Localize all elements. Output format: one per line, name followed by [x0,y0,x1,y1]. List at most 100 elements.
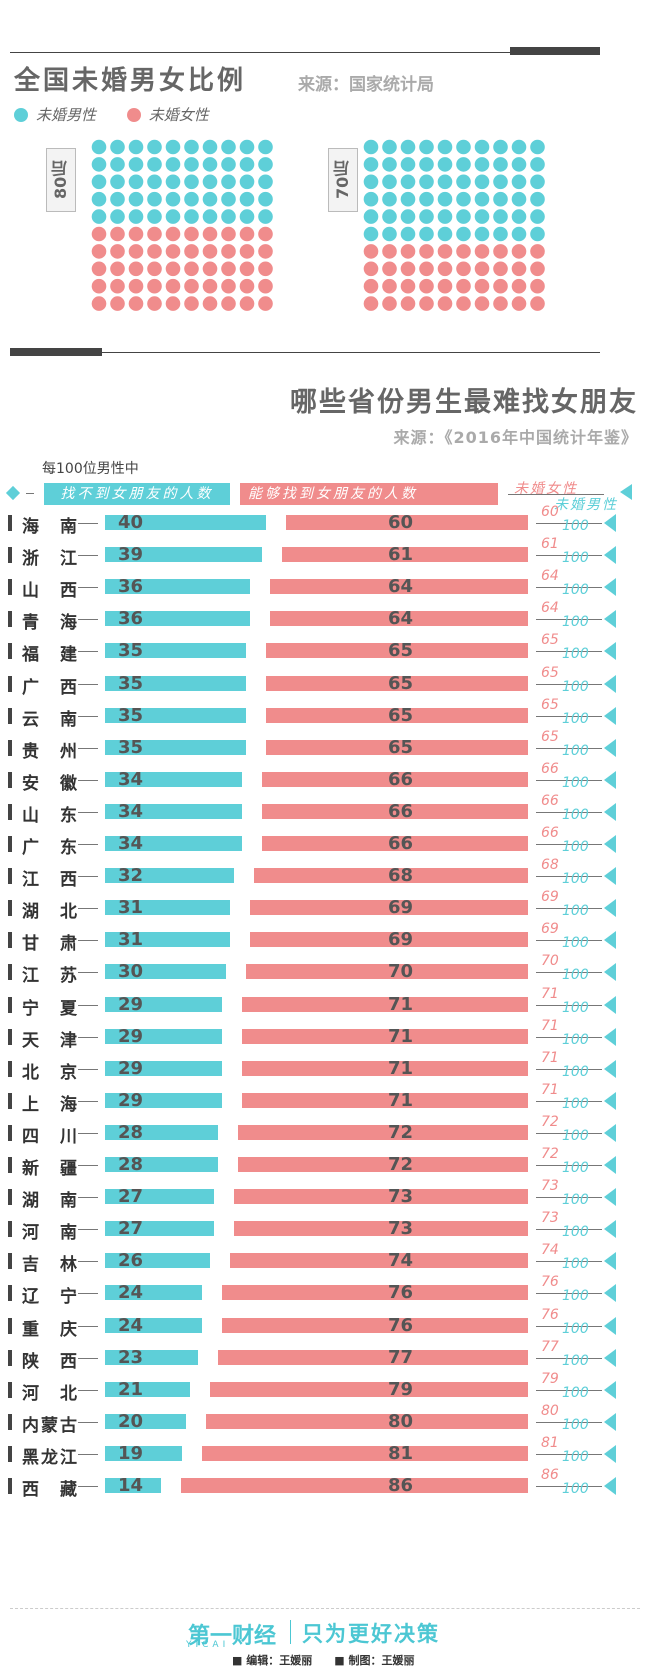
male-dot [400,191,416,207]
leader-line [78,619,98,621]
male-bar [105,1413,186,1429]
male-dot [202,139,218,155]
fraction-denominator: 100 [562,550,589,567]
fraction-female: 68 [541,857,559,874]
female-dot [511,296,527,311]
leader-line [78,1229,98,1231]
province-name: 海 南 [22,517,79,537]
fraction-line [536,715,602,717]
row-triangle [604,835,616,853]
section2-title: 哪些省份男生最难找女朋友 [290,387,638,418]
female-bar [266,643,528,659]
fraction-line [536,555,602,557]
female-dot [128,278,144,294]
province-name: 天 津 [22,1030,79,1051]
female-dot [91,261,107,277]
leader-line [78,523,98,524]
male-dot [437,174,453,190]
fraction-line [536,651,602,653]
female-dot [511,244,527,259]
province-name: 福 建 [22,645,79,666]
fraction-line [536,1229,602,1231]
female-bar [270,579,528,595]
female-dot [221,278,236,294]
female-bar [237,1124,528,1140]
male-value: 20 [118,1410,144,1432]
female-bar [217,1349,528,1365]
leader-line [78,651,98,653]
male-value: 28 [118,1154,144,1175]
female-dot [474,244,490,259]
male-dot [493,174,508,190]
row-triangle [604,1091,616,1110]
male-bar [105,1157,218,1172]
male-dot [456,191,471,207]
leader-line [78,1197,98,1199]
row-marker [8,611,12,628]
fraction-line [536,1357,602,1359]
male-dot [437,226,453,242]
row-marker [8,1317,12,1334]
male-dot [258,209,273,224]
fraction-line [536,1325,602,1327]
female-bar [221,1317,528,1333]
leader-line [78,844,98,845]
row-triangle [604,706,616,725]
male-dot [258,191,273,207]
row-marker [8,515,12,531]
province-name: 吉 林 [22,1255,79,1276]
province-name: 云 南 [22,709,79,730]
row-triangle [604,738,616,757]
male-dot [400,139,416,155]
male-dot [147,174,162,190]
male-dot [221,157,236,172]
female-dot [363,278,379,294]
leader-line [78,1004,98,1006]
province-name: 辽 宁 [22,1287,79,1308]
row-marker [8,803,12,820]
row-marker [8,579,12,596]
male-dot [437,191,453,207]
male-value: 27 [118,1186,144,1208]
row-triangle [604,1348,616,1367]
female-dot [202,278,218,294]
province-name: 宁 夏 [22,998,79,1019]
fraction-line [536,844,602,845]
header-cannot-find: 找不到女朋友的人数 [44,483,230,505]
female-value: 72 [388,1121,414,1143]
female-dot [419,244,434,259]
female-bar [233,1189,528,1205]
female-value: 86 [388,1475,414,1496]
row-triangle [604,963,616,982]
male-bar [105,836,243,851]
leader-line [78,587,98,589]
fraction-denominator: 100 [562,582,589,599]
fraction-female: 72 [541,1146,559,1162]
female-dot [128,226,144,242]
row-marker [8,868,12,885]
female-dot [128,244,144,259]
female-dot [258,226,273,242]
section1-legend: 未婚男性 未婚女性 [14,104,209,125]
mid-rule-accent [10,348,102,356]
fraction-female: 65 [541,728,559,745]
fraction-female: 66 [541,792,559,809]
top-rule [10,52,600,53]
fraction-denominator: 100 [562,1224,589,1241]
male-dot [419,174,434,190]
female-dot [221,296,236,311]
fraction-denominator: 100 [562,1127,589,1144]
row-triangle [604,1188,616,1207]
female-value: 76 [388,1282,414,1304]
province-name: 江 苏 [22,966,79,987]
row-triangle [604,610,616,629]
row-triangle [604,1380,616,1399]
province-name: 山 西 [22,581,79,602]
row-marker [8,643,12,660]
fraction-denominator: 100 [562,1095,589,1112]
province-name: 黑龙江 [22,1447,79,1468]
fraction-female: 60 [541,504,559,520]
fraction-denominator: 100 [562,1416,589,1433]
male-bar [105,803,243,819]
fraction-line [536,1132,602,1134]
